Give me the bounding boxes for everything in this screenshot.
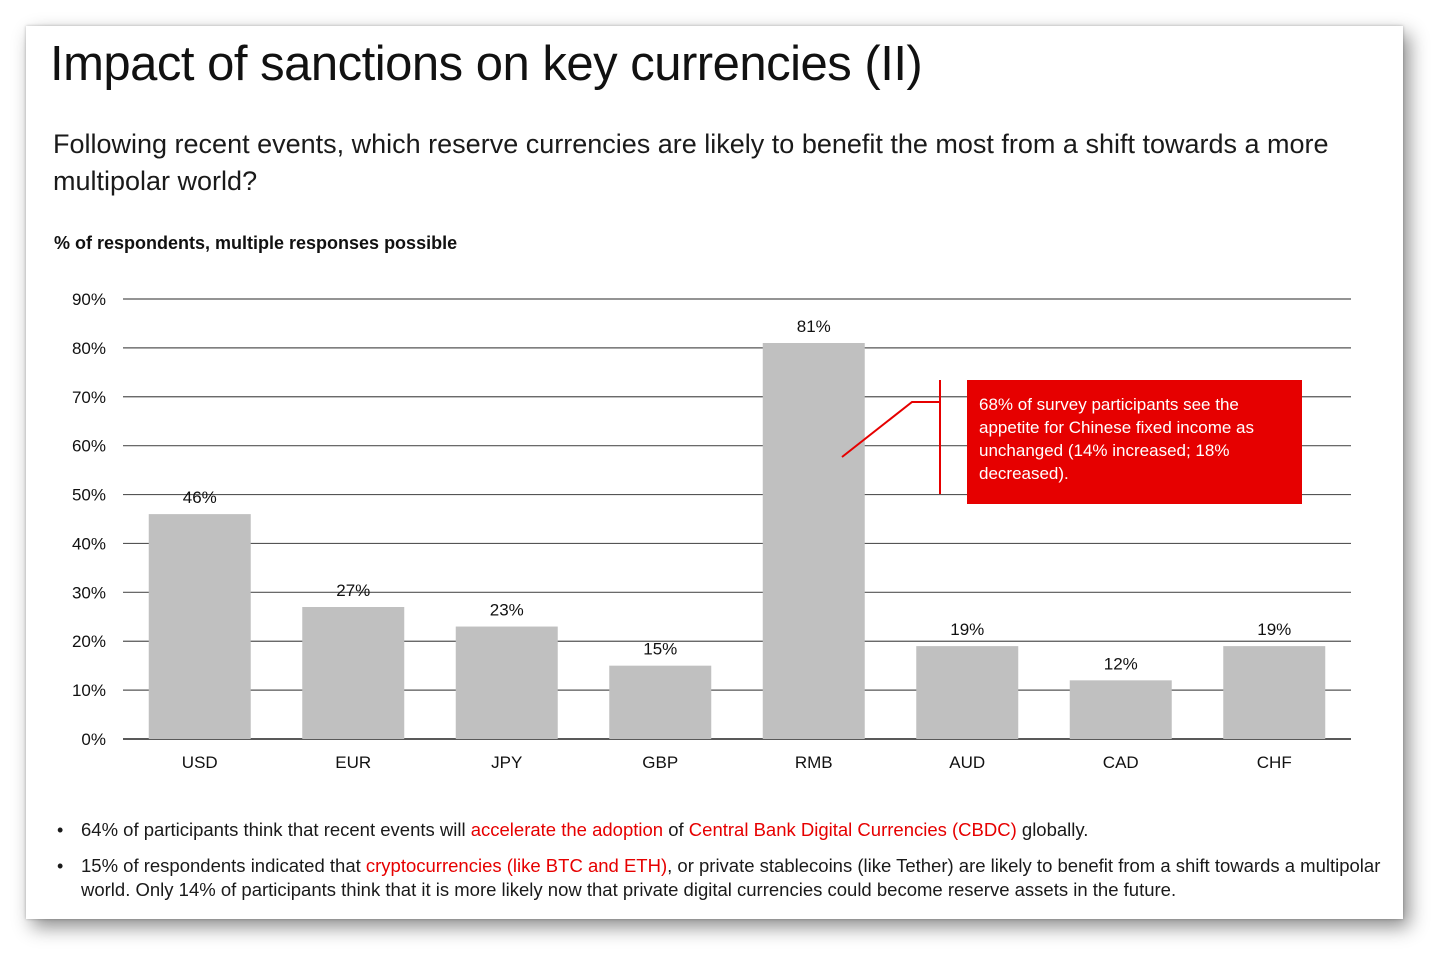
bar (916, 646, 1019, 739)
bullet-list: • 64% of participants think that recent … (57, 818, 1386, 914)
data-label: 27% (336, 581, 370, 600)
slide: Impact of sanctions on key currencies (I… (26, 26, 1403, 919)
bar (148, 514, 251, 739)
bar (1223, 646, 1326, 739)
bar-chart: 0% 10% 20% 30% 40% 50% 60% 70% 80% 90% 46% USD 27% EU… (72, 290, 1351, 772)
bullet-icon: • (57, 820, 64, 840)
y-tick-label: 80% (72, 339, 106, 358)
y-tick-label: 50% (72, 486, 106, 505)
y-tick-label: 30% (72, 583, 106, 602)
bar (762, 343, 865, 739)
data-label: 12% (1104, 654, 1138, 673)
y-tick-label: 90% (72, 290, 106, 309)
bar (302, 607, 405, 739)
data-label: 19% (950, 620, 984, 639)
y-tick-label: 0% (81, 730, 106, 749)
bullet-item-1: • 64% of participants think that recent … (57, 818, 1386, 842)
chart-unit-label: % of respondents, multiple responses pos… (54, 233, 458, 253)
x-tick-label: USD (182, 753, 218, 772)
y-tick-label: 20% (72, 632, 106, 651)
data-label: 19% (1257, 620, 1291, 639)
bar (455, 626, 558, 739)
data-label: 15% (643, 640, 677, 659)
data-label: 46% (183, 488, 217, 507)
y-tick-label: 10% (72, 681, 106, 700)
bullet-item-2: • 15% of respondents indicated that cryp… (57, 854, 1386, 902)
x-tick-label: RMB (795, 753, 833, 772)
bar (1069, 680, 1172, 739)
slide-subtitle: Following recent events, which reserve c… (53, 129, 1329, 196)
y-tick-label: 40% (72, 534, 106, 553)
x-tick-label: JPY (491, 753, 522, 772)
x-tick-label: CHF (1257, 753, 1292, 772)
y-tick-label: 60% (72, 437, 106, 456)
x-tick-label: EUR (335, 753, 371, 772)
bullet-text: 15% of respondents indicated that crypto… (81, 855, 1381, 900)
x-tick-label: GBP (642, 753, 678, 772)
bar (609, 665, 712, 739)
y-tick-label: 70% (72, 388, 106, 407)
bullet-icon: • (57, 856, 64, 876)
bullet-text: 64% of participants think that recent ev… (81, 819, 1089, 840)
callout-connector (841, 401, 940, 458)
data-label: 23% (490, 601, 524, 620)
x-tick-label: AUD (949, 753, 985, 772)
callout-box: 68% of survey participants see the appet… (967, 380, 1302, 504)
x-tick-label: CAD (1103, 753, 1139, 772)
data-label: 81% (797, 317, 831, 336)
slide-title: Impact of sanctions on key currencies (I… (50, 37, 923, 91)
